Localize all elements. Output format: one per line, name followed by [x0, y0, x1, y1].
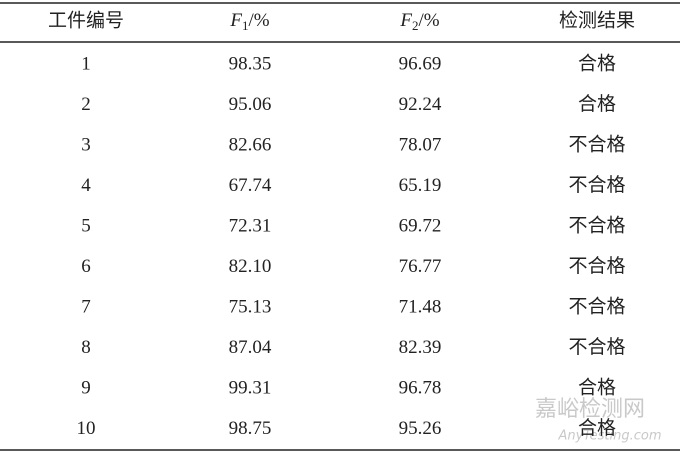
- value-cell: 96.69: [399, 53, 442, 74]
- value-cell: 78.07: [399, 134, 442, 155]
- result-cell: 合格: [578, 93, 616, 115]
- value-cell: 10: [77, 418, 96, 439]
- header-subscript: 1: [242, 18, 249, 33]
- value-cell: 6: [81, 256, 91, 277]
- value-cell: 8: [81, 337, 91, 358]
- result-cell: 合格: [578, 376, 616, 398]
- value-cell: 75.13: [229, 296, 272, 317]
- header-cell: F2/%: [399, 10, 439, 33]
- value-cell: 82.66: [229, 134, 272, 155]
- value-cell: 1: [81, 53, 91, 74]
- header-cell: 工件编号: [48, 9, 124, 31]
- result-cell: 合格: [578, 417, 616, 439]
- value-cell: 95.06: [229, 94, 272, 115]
- value-cell: 65.19: [399, 175, 442, 196]
- value-cell: 67.74: [229, 175, 272, 196]
- result-cell: 不合格: [568, 295, 625, 317]
- value-cell: 4: [81, 175, 91, 196]
- value-cell: 76.77: [399, 256, 442, 277]
- header-cell: 检测结果: [559, 9, 635, 31]
- value-cell: 72.31: [229, 215, 272, 236]
- result-cell: 合格: [578, 52, 616, 74]
- header-symbol: F: [399, 10, 412, 31]
- header-unit: /%: [249, 10, 270, 31]
- value-cell: 98.75: [229, 418, 272, 439]
- value-cell: 99.31: [229, 377, 272, 398]
- value-cell: 5: [81, 215, 91, 236]
- value-cell: 69.72: [399, 215, 442, 236]
- header-symbol: F: [229, 10, 242, 31]
- result-cell: 不合格: [568, 133, 625, 155]
- value-cell: 82.10: [229, 256, 272, 277]
- value-cell: 96.78: [399, 377, 442, 398]
- value-cell: 7: [81, 296, 91, 317]
- value-cell: 87.04: [229, 337, 272, 358]
- value-cell: 95.26: [399, 418, 442, 439]
- result-cell: 不合格: [568, 336, 625, 358]
- value-cell: 98.35: [229, 53, 272, 74]
- header-unit: /%: [419, 10, 440, 31]
- header-cell: F1/%: [229, 10, 269, 33]
- value-cell: 71.48: [399, 296, 442, 317]
- value-cell: 3: [81, 134, 91, 155]
- watermark-url: AnyTesting.com: [557, 429, 661, 444]
- value-cell: 2: [81, 94, 91, 115]
- header-subscript: 2: [412, 18, 419, 33]
- value-cell: 92.24: [399, 94, 442, 115]
- result-cell: 不合格: [568, 255, 625, 277]
- result-cell: 不合格: [568, 174, 625, 196]
- value-cell: 9: [81, 377, 91, 398]
- watermark-title: 嘉峪检测网: [535, 397, 645, 422]
- value-cell: 82.39: [399, 337, 442, 358]
- result-cell: 不合格: [568, 214, 625, 236]
